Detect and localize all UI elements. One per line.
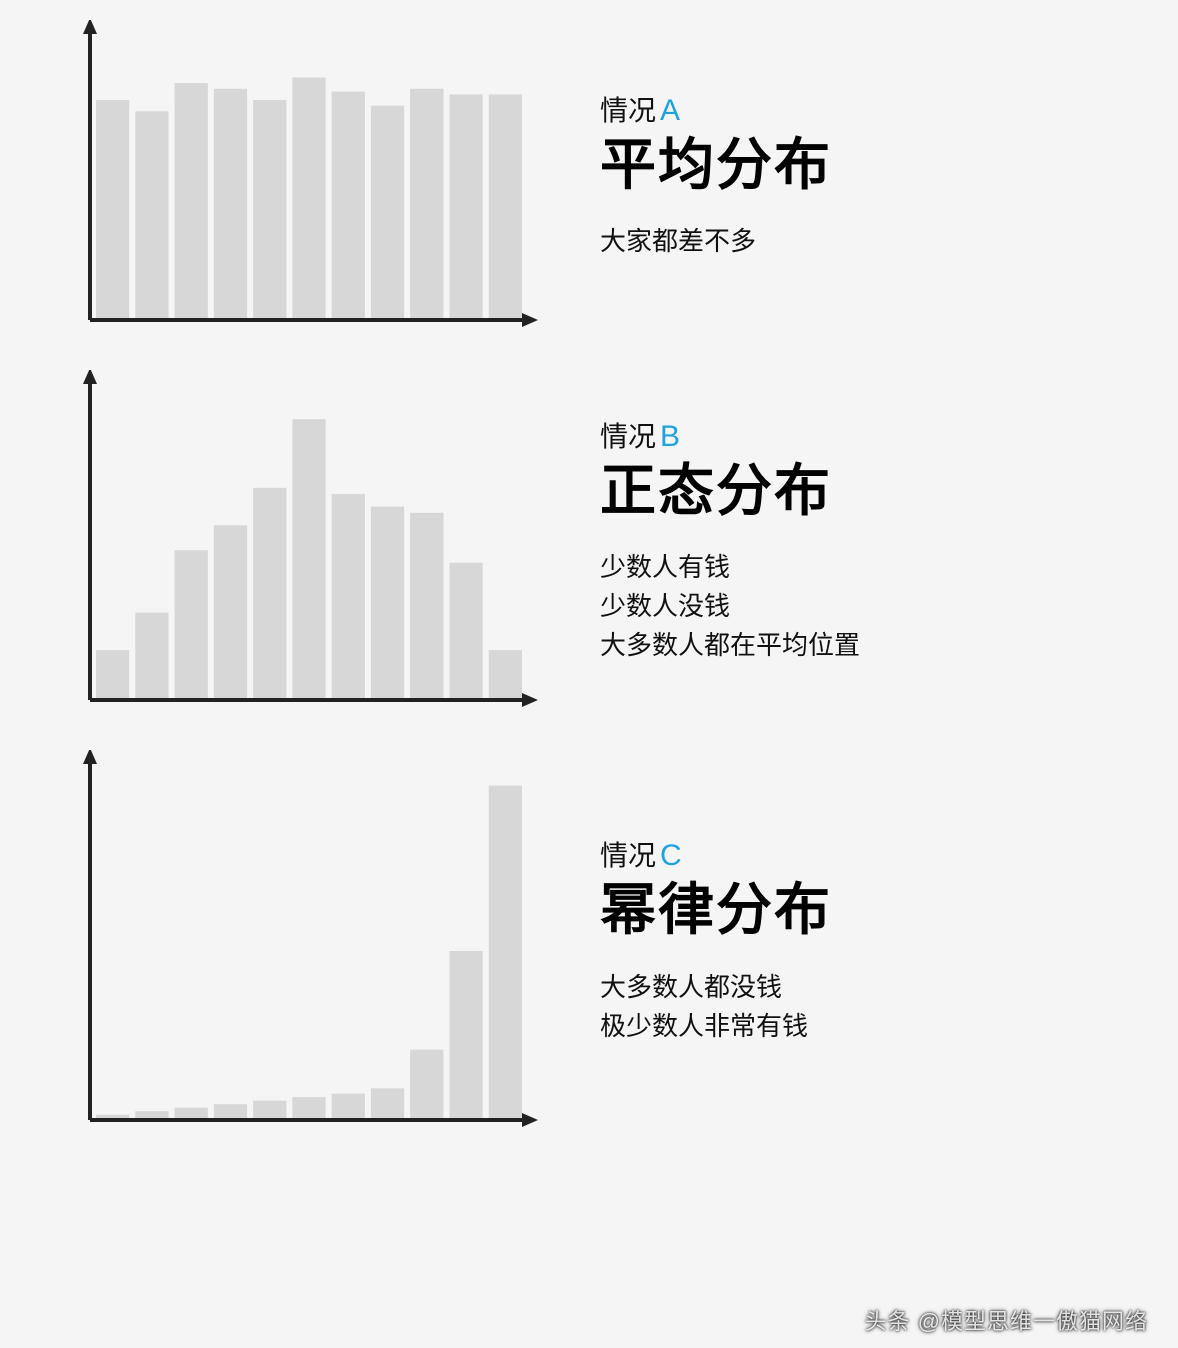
bar xyxy=(489,650,522,700)
label-area: 情况C 幂律分布大多数人都没钱 极少数人非常有钱 xyxy=(600,834,1118,1045)
bar xyxy=(175,550,208,700)
bar xyxy=(449,94,482,320)
bar xyxy=(175,83,208,320)
y-axis-arrow-icon xyxy=(83,370,97,384)
distribution-title: 幂律分布 xyxy=(600,876,1118,943)
bar xyxy=(214,1104,247,1120)
chart-area xyxy=(80,750,540,1130)
bar xyxy=(332,494,365,700)
bar xyxy=(371,106,404,320)
bar xyxy=(410,1050,443,1120)
case-prefix: 情况 xyxy=(600,840,656,871)
x-axis-arrow-icon xyxy=(522,693,538,707)
distribution-desc: 大家都差不多 xyxy=(600,222,1118,261)
chart-c xyxy=(80,750,540,1130)
x-axis-arrow-icon xyxy=(522,1113,538,1127)
bar xyxy=(332,1094,365,1120)
chart-b xyxy=(80,370,540,710)
bar xyxy=(135,613,168,700)
bar xyxy=(410,89,443,320)
case-letter: B xyxy=(660,420,680,453)
case-prefix: 情况 xyxy=(600,421,656,452)
bar xyxy=(371,507,404,700)
bar xyxy=(489,94,522,320)
panel-b: 情况B 正态分布少数人有钱 少数人没钱 大多数人都在平均位置 xyxy=(0,350,1178,730)
distribution-title: 正态分布 xyxy=(600,457,1118,524)
distribution-desc: 大多数人都没钱 极少数人非常有钱 xyxy=(600,968,1118,1046)
chart-area xyxy=(80,370,540,710)
bar xyxy=(449,563,482,700)
x-axis-arrow-icon xyxy=(522,313,538,327)
bar xyxy=(214,525,247,700)
watermark-text: 头条 @模型思维一傲猫网络 xyxy=(865,1304,1148,1336)
label-area: 情况A 平均分布大家都差不多 xyxy=(600,89,1118,261)
bar xyxy=(449,951,482,1120)
case-letter: A xyxy=(660,94,680,127)
panel-a: 情况A 平均分布大家都差不多 xyxy=(0,0,1178,350)
bar xyxy=(135,111,168,320)
bar xyxy=(489,786,522,1120)
chart-a xyxy=(80,20,540,330)
bar xyxy=(410,513,443,700)
bar xyxy=(253,488,286,700)
label-area: 情况B 正态分布少数人有钱 少数人没钱 大多数人都在平均位置 xyxy=(600,415,1118,665)
bar xyxy=(253,1101,286,1120)
distribution-title: 平均分布 xyxy=(600,131,1118,198)
y-axis-arrow-icon xyxy=(83,750,97,764)
bar xyxy=(292,77,325,320)
case-letter: C xyxy=(660,839,682,872)
chart-area xyxy=(80,20,540,330)
bar xyxy=(214,89,247,320)
bar xyxy=(253,100,286,320)
bar xyxy=(292,1097,325,1120)
panel-c: 情况C 幂律分布大多数人都没钱 极少数人非常有钱 xyxy=(0,730,1178,1150)
bar xyxy=(371,1088,404,1120)
y-axis-arrow-icon xyxy=(83,20,97,34)
bar xyxy=(292,419,325,700)
bar xyxy=(96,650,129,700)
bar xyxy=(332,92,365,320)
distribution-desc: 少数人有钱 少数人没钱 大多数人都在平均位置 xyxy=(600,548,1118,665)
case-prefix: 情况 xyxy=(600,95,656,126)
bar xyxy=(96,100,129,320)
